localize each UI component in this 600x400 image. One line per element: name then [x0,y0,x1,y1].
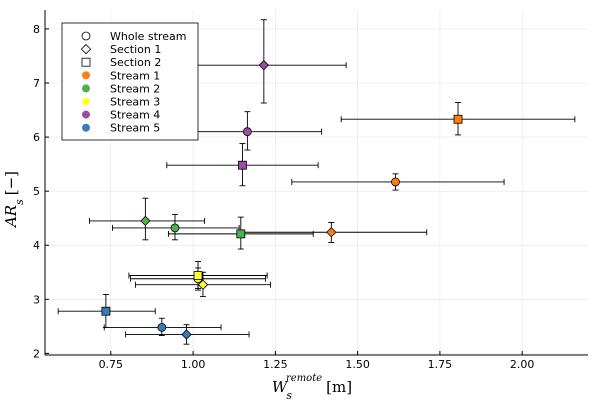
legend-label: Stream 3 [110,96,160,109]
legend-marker [82,110,90,119]
data-point [453,114,463,124]
legend-marker [82,97,90,106]
data-point [197,279,209,290]
x-tick-label: 2.00 [510,358,535,371]
data-point [391,177,400,187]
data-point [242,127,252,137]
x-tick-label: 1.75 [428,358,453,371]
data-point [236,229,246,239]
y-tick-label: 5 [33,185,40,198]
data-point [258,59,270,71]
legend-marker [80,43,92,55]
data-point [181,329,192,340]
legend-marker [82,123,90,132]
legend-box [61,22,199,141]
data-point [238,160,247,170]
y-tick-label: 7 [33,77,40,90]
legend-marker [82,71,90,80]
y-axis-label: ARs[−] [2,171,26,229]
y-tick-label: 4 [33,239,40,252]
legend-label: Section 2 [110,56,161,69]
y-tick-label: 6 [33,131,40,144]
legend-label: Stream 2 [110,82,160,95]
x-tick-label: 1.25 [263,358,288,371]
y-tick-label: 8 [33,23,40,36]
legend-label: Whole stream [110,30,186,43]
y-tick-label: 3 [33,293,40,306]
tick-labels: 0.75 1.00 1.25 1.50 1.75 2.00 2 3 4 5 6 7 8 [33,23,534,371]
x-tick-label: 1.50 [345,358,370,371]
x-axis-label: Wsremote [m] [272,373,352,400]
legend-marker [81,57,91,67]
data-point [193,271,203,280]
data-point [140,215,151,227]
x-tick-label: 1.00 [181,358,206,371]
legend-label: Stream 5 [110,122,160,135]
data-point [157,323,167,332]
axes [44,10,588,356]
legend-marker [81,31,91,41]
grid [45,10,588,355]
x-tick-label: 0.75 [99,358,124,371]
legend-marker [82,84,90,93]
data-point [170,223,180,233]
y-tick-label: 2 [33,347,40,360]
data-points [101,59,463,340]
legend-label: Stream 1 [110,69,160,82]
legend-label: Stream 4 [110,109,160,122]
data-point [326,227,337,238]
data-point [101,306,111,316]
legend-label: Section 1 [110,43,161,56]
